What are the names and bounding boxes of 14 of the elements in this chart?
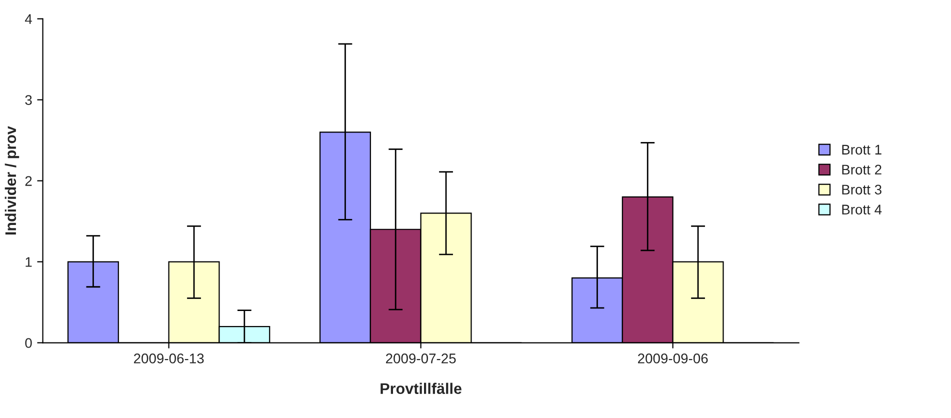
- y-tick-label: 1: [26, 257, 32, 267]
- y-axis-title: Individer / prov: [4, 126, 20, 235]
- y-tick-label: 0: [25, 338, 32, 348]
- x-tick-label: 2009-06-13: [134, 354, 204, 364]
- legend-label: Brott 4: [842, 204, 882, 214]
- x-tick-label: 2009-09-06: [638, 354, 708, 364]
- x-axis-title: Provtillfälle: [380, 382, 462, 394]
- y-tick-label: 2: [25, 176, 32, 186]
- y-tick-label: 3: [25, 95, 32, 105]
- y-tick-label: 4: [24, 14, 32, 24]
- x-tick-label: 2009-07-25: [386, 354, 456, 364]
- legend-label: Brott 3: [842, 184, 882, 195]
- legend-label: Brott 1: [842, 144, 882, 155]
- legend-label: Brott 2: [842, 164, 882, 175]
